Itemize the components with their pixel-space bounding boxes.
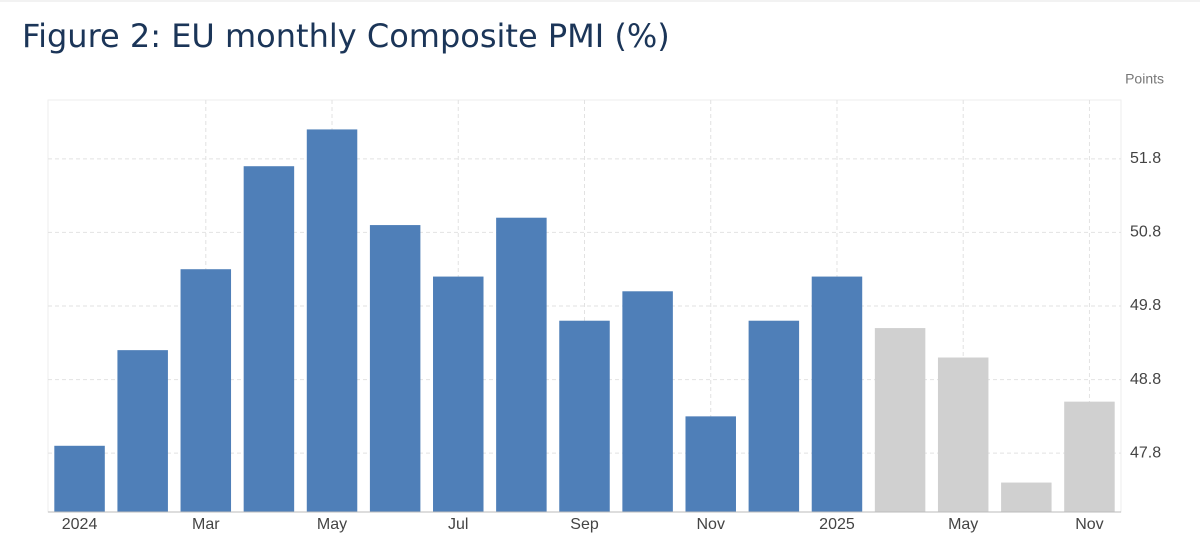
x-tick-label: May <box>948 516 978 533</box>
y-tick-label: 50.8 <box>1130 224 1161 241</box>
x-tick-label: 2024 <box>62 516 98 533</box>
x-tick-label: Jul <box>448 516 468 533</box>
x-tick-label: 2025 <box>819 516 855 533</box>
bar <box>369 225 421 513</box>
y-unit-label: Points <box>1125 71 1164 87</box>
bar <box>748 320 800 512</box>
bar <box>1001 482 1052 512</box>
y-tick-label: 49.8 <box>1130 297 1161 314</box>
bar <box>306 129 358 512</box>
chart-title: Figure 2: EU monthly Composite PMI (%) <box>22 17 670 55</box>
x-tick-label: Mar <box>192 516 220 533</box>
bar <box>433 276 484 512</box>
bar <box>243 166 295 512</box>
bar <box>874 328 926 512</box>
x-tick-label: Nov <box>697 516 725 533</box>
bar <box>1064 401 1115 512</box>
y-tick-label: 48.8 <box>1130 371 1161 388</box>
bar <box>117 350 168 512</box>
x-tick-label: Nov <box>1075 516 1103 533</box>
bar <box>559 320 610 512</box>
x-tick-label: May <box>317 516 347 533</box>
bar <box>937 357 989 512</box>
bar <box>180 269 232 512</box>
bar <box>685 416 736 512</box>
y-tick-label: 51.8 <box>1130 150 1161 167</box>
bar <box>622 291 673 512</box>
bar <box>496 217 547 512</box>
y-tick-label: 47.8 <box>1130 444 1161 461</box>
bar <box>54 445 105 512</box>
x-tick-label: Sep <box>570 516 599 533</box>
bar <box>811 276 863 512</box>
